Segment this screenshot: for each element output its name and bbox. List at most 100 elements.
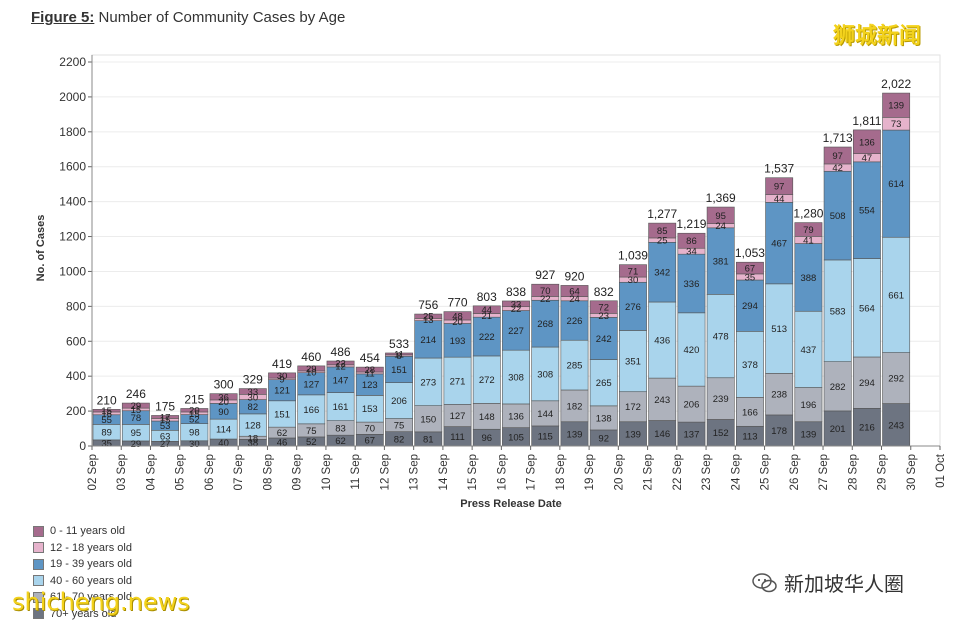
segment-label: 115 <box>538 431 553 442</box>
segment-label: 86 <box>686 236 697 247</box>
segment-label: 381 <box>713 257 729 268</box>
segment-label: 265 <box>596 378 612 389</box>
total-label: 1,053 <box>735 246 765 260</box>
segment-label: 308 <box>537 369 553 380</box>
bar-segment <box>472 305 501 314</box>
total-label: 454 <box>360 351 380 365</box>
segment-label: 20 <box>452 317 463 328</box>
total-label: 832 <box>594 285 614 299</box>
total-label: 419 <box>272 357 292 371</box>
bar-segment <box>852 129 881 154</box>
bar-segment <box>414 405 443 433</box>
segment-label: 95 <box>131 428 142 439</box>
segment-label: 22 <box>335 358 346 369</box>
bar-segment <box>414 313 443 319</box>
segment-label: 272 <box>479 375 495 386</box>
segment-label: 513 <box>771 324 787 335</box>
segment-label: 166 <box>303 405 319 416</box>
bar-segment <box>472 403 501 430</box>
segment-label: 206 <box>391 396 407 407</box>
legend-item: 61 - 70 years old <box>33 589 132 606</box>
segment-label: 128 <box>245 421 261 432</box>
bar-segment <box>619 264 647 278</box>
bar-segment <box>326 366 355 393</box>
segment-label: 52 <box>306 437 317 448</box>
bar-segment <box>648 377 677 421</box>
segment-label: 273 <box>420 377 436 388</box>
segment-label: 38 <box>248 438 259 449</box>
segment-label: 83 <box>335 423 346 434</box>
segment-label: 15 <box>101 406 112 417</box>
bar-segment <box>882 236 911 353</box>
bar-segment <box>268 372 296 379</box>
segment-label: 53 <box>160 421 171 432</box>
legend-swatch <box>33 558 44 570</box>
segment-label: 70 <box>540 286 551 297</box>
bar-segment <box>531 346 560 402</box>
bar-segment <box>823 170 852 261</box>
segment-label: 121 <box>274 386 290 397</box>
bar-segment <box>385 352 413 356</box>
segment-label: 13 <box>423 315 434 326</box>
total-label: 460 <box>301 350 321 364</box>
total-label: 920 <box>564 269 584 283</box>
y-axis: 0 200 400 600 800 1000 1200 1400 1600 1800 2000 220… <box>59 55 93 453</box>
segment-label: 16 <box>101 409 112 420</box>
segment-labels: 3589551615299578152927635315173098521520… <box>101 101 904 450</box>
y-tick-label: 1000 <box>59 264 86 278</box>
bar-segment <box>238 388 267 395</box>
segment-label: 420 <box>684 345 700 356</box>
bar-segment <box>531 400 560 427</box>
segment-label: 294 <box>859 378 875 389</box>
segment-label: 15 <box>131 405 142 416</box>
segment-label: 166 <box>742 407 758 418</box>
legend-label: 0 - 11 years old <box>50 525 126 538</box>
segment-label: 82 <box>248 402 259 413</box>
segment-label: 89 <box>101 428 112 439</box>
x-tick-label: 11 Sep <box>350 454 362 490</box>
segment-label: 146 <box>654 429 670 440</box>
total-label: 1,537 <box>764 162 794 176</box>
segment-label: 8 <box>396 351 401 362</box>
legend-item: 19 - 39 years old <box>33 556 132 573</box>
bar-segment <box>355 366 384 373</box>
watermark-wechat: 新加坡华人圈 <box>752 568 904 597</box>
segment-label: 95 <box>715 211 726 222</box>
segment-label: 113 <box>742 432 757 443</box>
segment-label: 18 <box>248 433 259 444</box>
bar-segment <box>794 222 823 237</box>
total-label: 215 <box>184 392 204 406</box>
legend-item: 0 - 11 years old <box>33 523 132 540</box>
x-tick-label: 30 Sep <box>906 454 918 490</box>
segment-label: 127 <box>303 379 319 390</box>
x-tick-label: 09 Sep <box>292 454 304 490</box>
bar-segment <box>385 382 413 419</box>
legend-label: 70+ years old <box>50 607 117 620</box>
x-tick-label: 23 Sep <box>701 454 713 490</box>
segment-label: 193 <box>450 336 466 347</box>
x-tick-label: 08 Sep <box>262 454 274 490</box>
segment-label: 11 <box>365 368 375 379</box>
segment-label: 40 <box>218 438 229 449</box>
x-tick-label: 24 Sep <box>730 454 742 490</box>
segment-label: 63 <box>160 431 171 442</box>
segment-label: 22 <box>511 304 522 315</box>
legend-swatch <box>33 591 44 603</box>
bar-segment <box>882 92 911 118</box>
legend-label: 61 - 70 years old <box>50 591 132 604</box>
bar-segment <box>677 385 706 423</box>
total-label: 329 <box>243 373 263 387</box>
segment-label: 35 <box>101 438 112 449</box>
segment-label: 10 <box>306 367 317 378</box>
segment-label: 214 <box>420 335 436 346</box>
segment-label: 44 <box>481 305 492 316</box>
segment-label: 12 <box>335 361 346 372</box>
segment-label: 147 <box>333 375 349 386</box>
total-label: 1,277 <box>647 207 677 221</box>
segment-label: 79 <box>803 225 814 236</box>
x-tick-label: 12 Sep <box>379 454 391 490</box>
segment-label: 161 <box>333 402 349 413</box>
bar-segment <box>589 405 618 431</box>
segment-label: 36 <box>218 392 229 403</box>
total-label: 1,713 <box>823 131 853 145</box>
